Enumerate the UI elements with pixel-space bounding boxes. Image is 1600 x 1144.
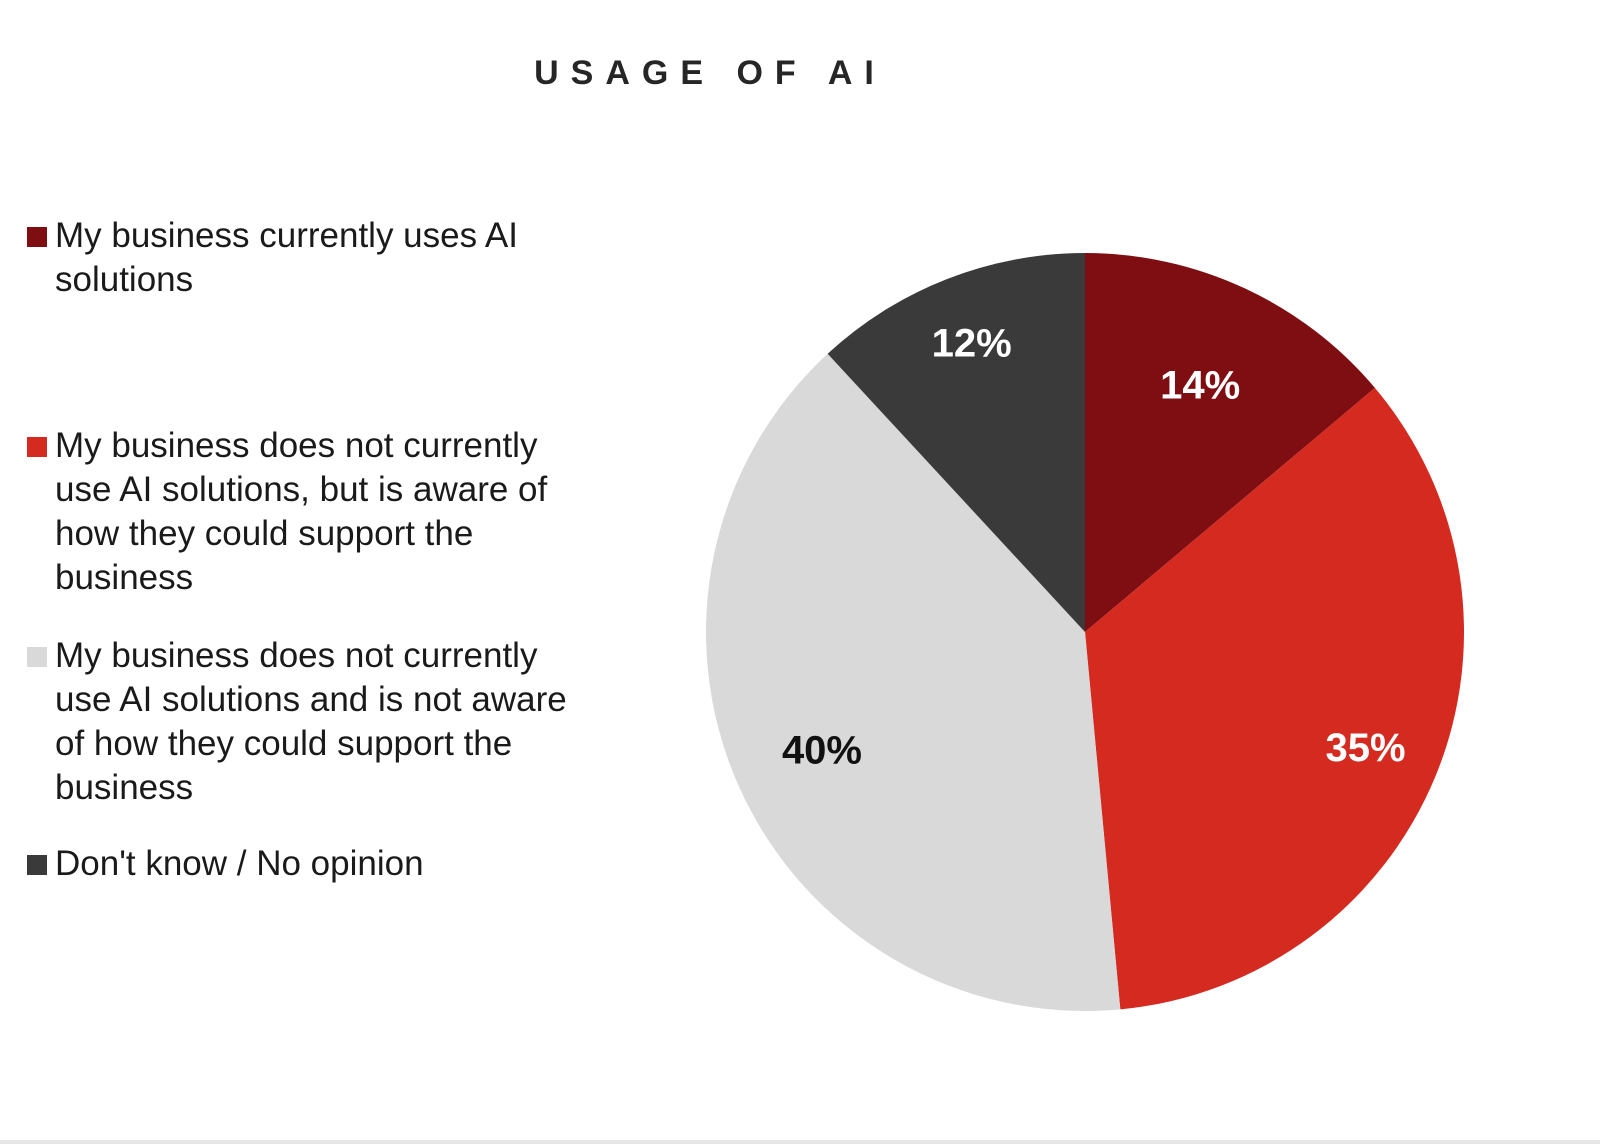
pie-slice: [1085, 387, 1464, 1010]
pie-slice: [1085, 253, 1375, 632]
legend-swatch: [27, 227, 47, 247]
legend-swatch: [27, 855, 47, 875]
pie-slice: [827, 253, 1085, 632]
legend-label: My business does not currently use AI so…: [55, 636, 567, 807]
legend-label: My business currently uses AI solutions: [55, 216, 518, 299]
slice-value-label: 40%: [782, 728, 862, 772]
legend-label: My business does not currently use AI so…: [55, 426, 548, 597]
legend-item-aware: My business does not currently use AI so…: [27, 424, 565, 600]
chart-title: USAGE OF AI: [534, 54, 886, 92]
legend-swatch: [27, 437, 47, 457]
pie-slice: [705, 353, 1121, 1011]
slice-value-label: 14%: [1160, 364, 1240, 408]
slice-value-label: 12%: [932, 322, 1012, 366]
legend-item-dont-know: Don't know / No opinion: [27, 842, 585, 886]
legend-item-not-aware: My business does not currently use AI so…: [27, 634, 575, 810]
footer-divider: [0, 1140, 1600, 1144]
legend-item-uses-ai: My business currently uses AI solutions: [27, 214, 585, 302]
legend-swatch: [27, 647, 47, 667]
slice-value-label: 35%: [1326, 726, 1406, 770]
legend-label: Don't know / No opinion: [55, 844, 424, 883]
